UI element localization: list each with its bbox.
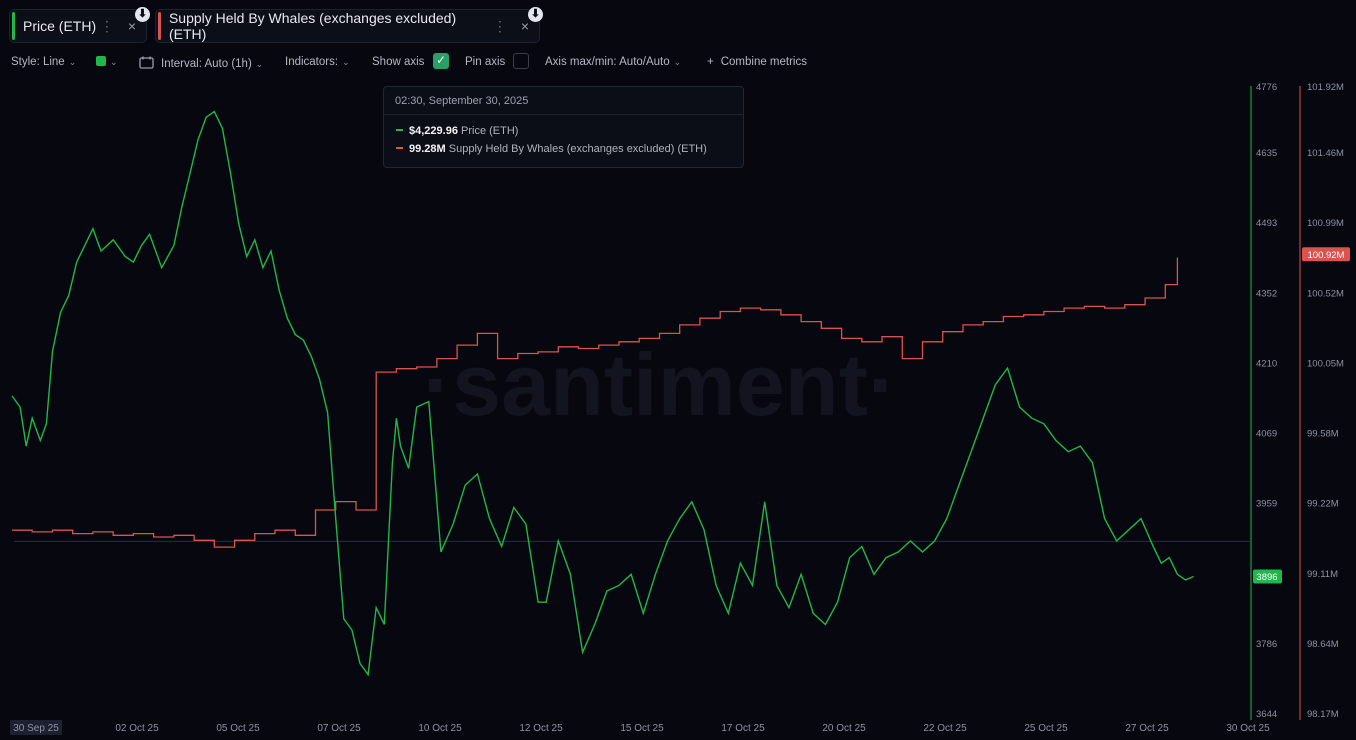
style-dropdown[interactable]: Style: Line ⌄	[11, 56, 76, 68]
chevron-down-icon: ⌄	[68, 57, 77, 67]
whales-series-line	[12, 257, 1179, 548]
x-tick-label: 30 Sep 25	[13, 723, 59, 734]
whales-tick-label: 100.52M	[1307, 288, 1344, 299]
whales-tick-label: 100.05M	[1307, 358, 1344, 369]
kebab-menu-icon[interactable]: ⋮	[99, 17, 114, 34]
metric-tab-price[interactable]: Price (ETH) ⋮ × ⬇	[9, 7, 150, 43]
tooltip-row-whales: 99.28M Supply Held By Whales (exchanges …	[396, 143, 707, 155]
whales-tick-label: 99.11M	[1307, 569, 1338, 580]
show-axis-label: Show axis	[372, 56, 425, 68]
whales-tick-label: 98.64M	[1307, 639, 1339, 650]
x-tick-label: 27 Oct 25	[1125, 723, 1169, 734]
close-icon[interactable]: ×	[520, 18, 529, 34]
series-color-bar	[158, 12, 161, 40]
combine-metrics-label: Combine metrics	[720, 56, 807, 68]
whales-tick-label: 101.92M	[1307, 82, 1344, 93]
x-tick-label: 25 Oct 25	[1024, 723, 1068, 734]
price-series-line	[11, 110, 1194, 677]
x-tick-label: 15 Oct 25	[620, 723, 664, 734]
indicators-label: Indicators:	[285, 56, 339, 68]
download-icon[interactable]: ⬇	[135, 7, 150, 22]
chevron-down-icon: ⌄	[673, 57, 682, 67]
whales-tick-label: 101.46M	[1307, 148, 1344, 159]
price-current-value: 3896	[1256, 572, 1277, 583]
tooltip-price-value: $4,229.96	[409, 125, 458, 137]
whales-tick-label: 100.99M	[1307, 218, 1344, 229]
pin-axis-checkbox[interactable]	[513, 53, 529, 69]
whales-current-badge	[1302, 247, 1350, 262]
chevron-down-icon: ⌄	[255, 59, 264, 69]
close-icon[interactable]: ×	[127, 18, 136, 34]
show-axis-checkbox[interactable]	[433, 53, 449, 69]
x-tick-label: 10 Oct 25	[418, 723, 462, 734]
metric-tab-whales[interactable]: Supply Held By Whales (exchanges exclude…	[155, 7, 543, 43]
metric-tab-label: Supply Held By Whales (exchanges exclude…	[168, 10, 457, 42]
whales-tick-label: 99.22M	[1307, 499, 1339, 510]
x-tick-label: 07 Oct 25	[317, 723, 361, 734]
axis-maxmin-label: Axis max/min: Auto/Auto	[545, 56, 670, 68]
price-tick-label: 3959	[1256, 499, 1277, 510]
color-picker[interactable]: ⌄	[96, 56, 118, 68]
price-legend-dash	[396, 129, 403, 131]
price-tick-label: 3644	[1256, 709, 1277, 720]
x-tick-label: 17 Oct 25	[721, 723, 765, 734]
x-tick-highlight	[10, 720, 62, 735]
tooltip-whales-value: 99.28M	[409, 143, 446, 155]
price-tick-label: 4069	[1256, 429, 1277, 440]
interval-label: Interval: Auto (1h)	[161, 58, 252, 70]
tooltip-whales-label: Supply Held By Whales (exchanges exclude…	[448, 143, 707, 155]
color-swatch	[96, 56, 106, 66]
watermark: ·santiment·	[423, 335, 897, 434]
download-icon[interactable]: ⬇	[528, 7, 543, 22]
chart-toolbar: Style: Line ⌄ ⌄ Interval: Auto (1h) ⌄ Indi…	[0, 52, 840, 74]
whales-tick-label: 98.17M	[1307, 709, 1339, 720]
x-tick-label: 12 Oct 25	[519, 723, 563, 734]
metric-tab-label: Price (ETH)	[23, 18, 97, 34]
price-current-badge	[1253, 569, 1282, 584]
x-tick-label: 22 Oct 25	[923, 723, 967, 734]
x-tick-label: 30 Oct 25	[1226, 723, 1270, 734]
price-tick-label: 4352	[1256, 288, 1277, 299]
chevron-down-icon: ⌄	[342, 57, 350, 67]
style-dropdown-label: Style: Line	[11, 56, 65, 68]
interval-dropdown[interactable]: Interval: Auto (1h) ⌄	[139, 56, 263, 70]
price-tick-label: 4635	[1256, 148, 1277, 159]
axis-maxmin-dropdown[interactable]: Axis max/min: Auto/Auto ⌄	[545, 56, 681, 68]
combine-metrics-button[interactable]: + Combine metrics	[707, 56, 807, 68]
plus-icon: +	[707, 56, 714, 68]
tooltip-date: 02:30, September 30, 2025	[395, 95, 529, 107]
pin-axis-label: Pin axis	[465, 56, 506, 68]
whales-legend-dash	[396, 147, 403, 149]
x-tick-label: 02 Oct 25	[115, 723, 159, 734]
whales-tick-label: 99.58M	[1307, 429, 1339, 440]
calendar-icon	[139, 56, 154, 69]
tooltip-price-label: Price (ETH)	[461, 125, 519, 137]
tooltip-divider	[384, 114, 743, 115]
price-tick-label: 4493	[1256, 218, 1277, 229]
price-tick-label: 4210	[1256, 358, 1277, 369]
tooltip-row-price: $4,229.96 Price (ETH)	[396, 125, 518, 137]
x-tick-label: 20 Oct 25	[822, 723, 866, 734]
price-tick-label: 3786	[1256, 639, 1277, 650]
whales-current-value: 100.92M	[1308, 250, 1345, 261]
x-tick-label: 05 Oct 25	[216, 723, 260, 734]
hover-tooltip: 02:30, September 30, 2025 $4,229.96 Pric…	[383, 86, 744, 168]
kebab-menu-icon[interactable]: ⋮	[492, 17, 507, 34]
chevron-down-icon: ⌄	[110, 57, 118, 67]
price-tick-label: 4776	[1256, 82, 1277, 93]
series-color-bar	[12, 12, 15, 40]
indicators-dropdown[interactable]: Indicators: ⌄	[285, 56, 350, 68]
